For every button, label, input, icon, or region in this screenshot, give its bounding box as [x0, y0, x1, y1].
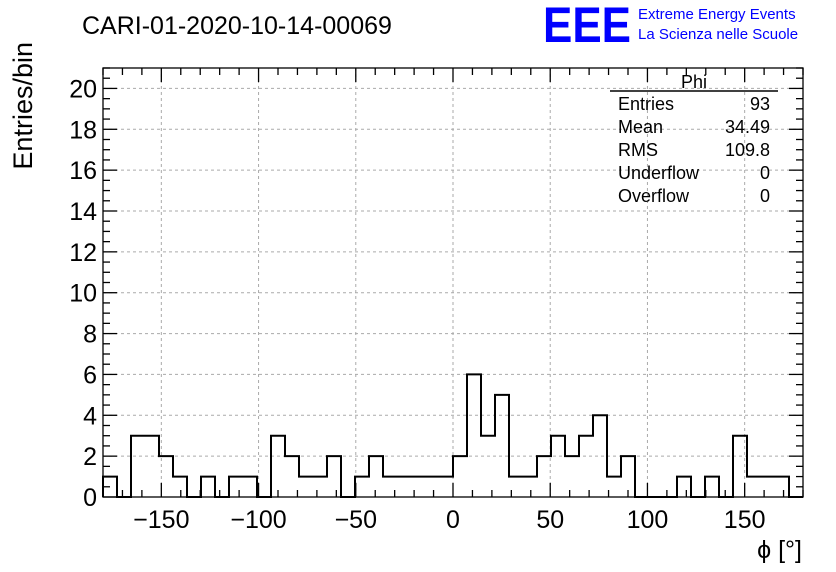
frame: [102, 67, 804, 498]
stats-value: 109.8: [725, 140, 770, 160]
histogram-bin: [229, 477, 243, 497]
x-tick-label: 150: [724, 506, 766, 534]
y-axis-label: Entries/bin: [8, 42, 38, 170]
stats-value: 34.49: [725, 117, 770, 137]
histogram-outline: [102, 373, 803, 498]
histogram-bins: [103, 374, 789, 497]
histogram-bin: [467, 374, 481, 497]
stats-title: Phi: [681, 72, 707, 92]
stats-label: RMS: [618, 140, 658, 160]
x-tick-label: 50: [536, 506, 564, 534]
logo-line-2: La Scienza nelle Scuole: [638, 26, 798, 43]
eee-logo: EEE Extreme Energy Events La Scienza nel…: [543, 0, 798, 53]
histogram-bin: [551, 436, 565, 497]
y-tick-label: 2: [83, 443, 97, 471]
x-tick-label: −100: [230, 506, 286, 534]
histogram-bin: [313, 477, 327, 497]
logo-mark: EEE: [543, 0, 631, 53]
histogram-bin: [411, 477, 425, 497]
histogram-bin: [747, 477, 761, 497]
y-tick-label: 20: [69, 75, 97, 103]
histogram-bin: [495, 395, 509, 497]
histogram-bin: [271, 436, 285, 497]
histogram-bin: [243, 477, 257, 497]
x-tick-labels: −150 −100 −50 0 50 100 150: [133, 506, 765, 534]
stats-label: Underflow: [618, 163, 700, 183]
y-tick-label: 4: [83, 402, 97, 430]
histogram-bin: [677, 477, 691, 497]
histogram-bin: [705, 477, 719, 497]
histogram-bin: [453, 456, 467, 497]
y-tick-label: 10: [69, 280, 97, 308]
histogram-bin: [537, 456, 551, 497]
histogram-bin: [481, 436, 495, 497]
histogram-bin: [579, 436, 593, 497]
histogram-bin: [201, 477, 215, 497]
stats-value: 93: [750, 94, 770, 114]
y-tick-label: 0: [83, 484, 97, 512]
histogram-bin: [299, 477, 313, 497]
x-tick-label: 100: [627, 506, 669, 534]
stats-value: 0: [760, 186, 770, 206]
y-tick-label: 14: [69, 198, 97, 226]
histogram-bin: [355, 477, 369, 497]
y-tick-label: 8: [83, 321, 97, 349]
y-tick-label: 16: [69, 157, 97, 185]
x-axis-label: ϕ [°]: [757, 536, 802, 564]
histogram-bin: [369, 456, 383, 497]
histogram-bin: [565, 456, 579, 497]
x-tick-label: 0: [446, 506, 460, 534]
histogram-bin: [523, 477, 537, 497]
axis-ticks: [102, 67, 804, 498]
chart-title: CARI-01-2020-10-14-00069: [82, 12, 392, 40]
y-tick-label: 18: [69, 116, 97, 144]
stats-value: 0: [760, 163, 770, 183]
stats-label: Overflow: [618, 186, 690, 206]
grid: [103, 68, 803, 497]
y-tick-labels: 0 2 4 6 8 10 12 14 16 18 20: [69, 75, 97, 512]
histogram-bin: [145, 436, 159, 497]
histogram-bin: [173, 477, 187, 497]
x-tick-label: −50: [335, 506, 377, 534]
histogram-bin: [761, 477, 775, 497]
histogram-bin: [131, 436, 145, 497]
y-tick-label: 12: [69, 239, 97, 267]
histogram-bin: [775, 477, 789, 497]
y-tick-label: 6: [83, 361, 97, 389]
histogram-bin: [327, 456, 341, 497]
stats-label: Entries: [618, 94, 674, 114]
stats-box: Phi Entries 93 Mean 34.49 RMS 109.8 Underflow 0…: [610, 72, 778, 206]
x-tick-label: −150: [133, 506, 189, 534]
histogram-bin: [397, 477, 411, 497]
logo-line-1: Extreme Energy Events: [638, 6, 796, 23]
histogram-bin: [425, 477, 439, 497]
histogram-bin: [439, 477, 453, 497]
stats-label: Mean: [618, 117, 663, 137]
